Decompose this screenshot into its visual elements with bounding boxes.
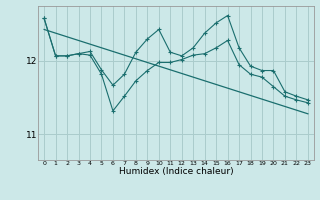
X-axis label: Humidex (Indice chaleur): Humidex (Indice chaleur) — [119, 167, 233, 176]
